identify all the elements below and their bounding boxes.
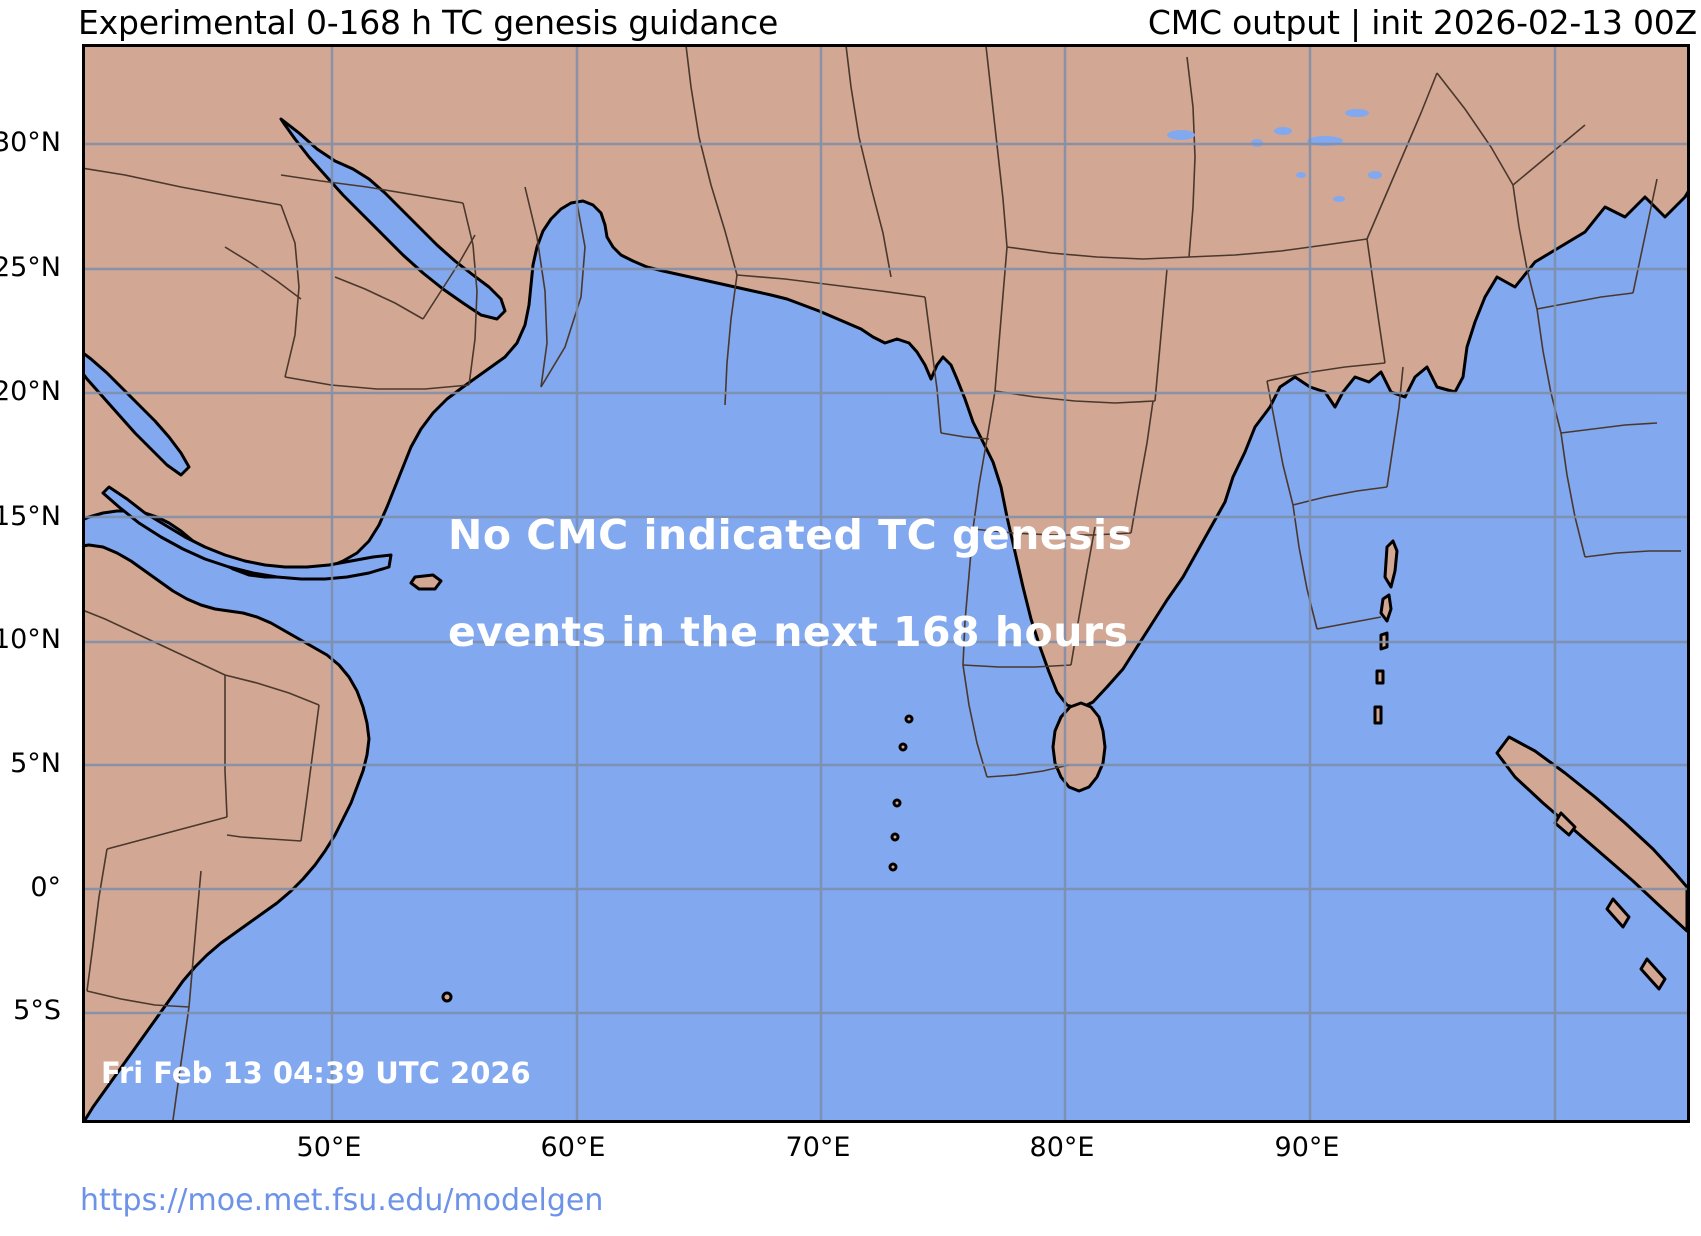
sumatra [1495, 735, 1687, 933]
gridlines-layer [85, 47, 1687, 1120]
map-canvas [85, 47, 1687, 1120]
island-speck-1 [904, 714, 914, 724]
asia-landmass [85, 47, 1687, 711]
source-url-link[interactable]: https://moe.met.fsu.edu/modelgen [80, 1183, 604, 1218]
ytick-5s: 5°S [13, 995, 61, 1026]
andaman-mid [1379, 593, 1393, 623]
title-bar: Experimental 0-168 h TC genesis guidance… [0, 0, 1701, 44]
ytick-20n: 20°N [0, 376, 61, 407]
island-speck-3 [892, 798, 902, 808]
page-title-right: CMC output | init 2026-02-13 00Z [1147, 2, 1697, 42]
island-speck-2 [898, 742, 908, 752]
xtick-80e: 80°E [1029, 1132, 1095, 1163]
no-genesis-message-line-1: No CMC indicated TC genesis [448, 511, 1133, 559]
mentawai-island [1639, 957, 1667, 991]
simeulue-island [1553, 811, 1577, 837]
gulf-of-aden [101, 485, 393, 581]
socotra-island [409, 573, 443, 591]
nicobar-south [1373, 705, 1383, 725]
africa-landmass [85, 543, 371, 1120]
ytick-10n: 10°N [0, 624, 61, 655]
xtick-60e: 60°E [540, 1132, 606, 1163]
xtick-50e: 50°E [296, 1132, 362, 1163]
sri-lanka [1051, 701, 1107, 793]
timestamp-label: Fri Feb 13 04:39 UTC 2026 [101, 1056, 531, 1090]
xtick-70e: 70°E [785, 1132, 851, 1163]
ytick-0: 0° [30, 872, 61, 903]
xtick-90e: 90°E [1274, 1132, 1340, 1163]
island-speck-5 [888, 862, 898, 872]
ytick-5n: 5°N [10, 748, 61, 779]
nias-island [1605, 897, 1631, 929]
island-speck-4 [890, 832, 900, 842]
map-panel[interactable]: No CMC indicated TC genesis events in th… [82, 44, 1690, 1123]
land-layer [85, 47, 1687, 1120]
map-graphic [85, 47, 1687, 1120]
andaman-north [1383, 539, 1399, 589]
ytick-25n: 25°N [0, 252, 61, 283]
nicobar-north [1375, 669, 1385, 685]
no-genesis-message-line-2: events in the next 168 hours [448, 608, 1129, 656]
island-speck-6 [441, 991, 453, 1003]
ytick-30n: 30°N [0, 127, 61, 158]
ytick-15n: 15°N [0, 501, 61, 532]
political-borders-layer [85, 47, 1681, 1120]
page-title-left: Experimental 0-168 h TC genesis guidance [78, 2, 779, 42]
